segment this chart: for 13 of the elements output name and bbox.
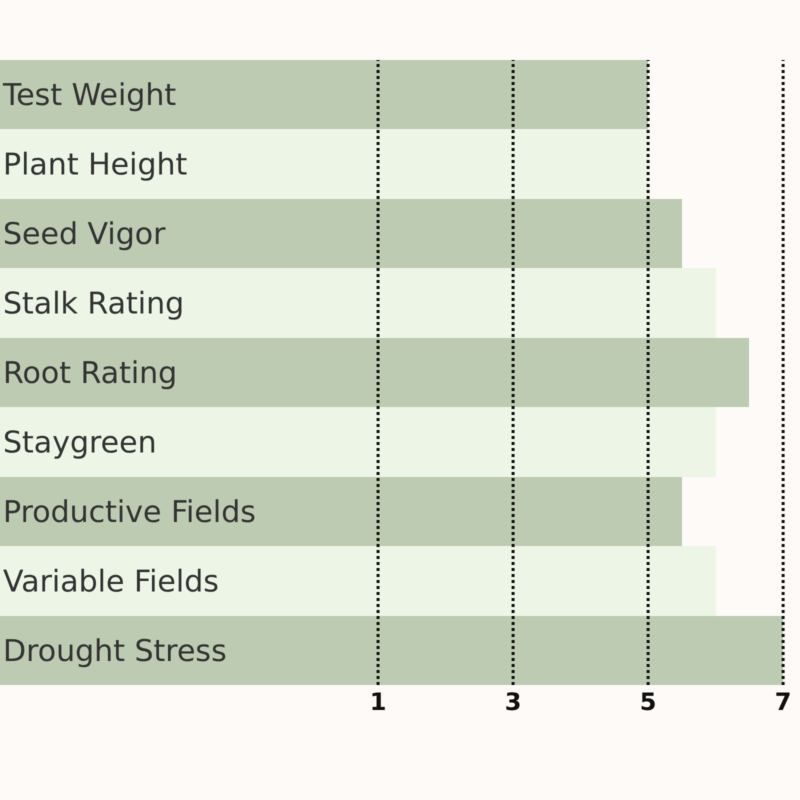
y-tick-label: Plant Height bbox=[3, 148, 188, 183]
y-tick-label: Stalk Rating bbox=[3, 286, 184, 322]
y-tick-label: Test Weight bbox=[2, 78, 176, 114]
y-tick-label: Root Rating bbox=[3, 356, 178, 391]
y-tick-label: Seed Vigor bbox=[3, 217, 166, 252]
x-tick-label: 5 bbox=[640, 688, 656, 716]
x-tick-label: 3 bbox=[504, 688, 522, 716]
y-tick-label: Staygreen bbox=[3, 425, 157, 460]
y-tick-label: Variable Fields bbox=[3, 564, 219, 600]
y-tick-label: Productive Fields bbox=[3, 494, 256, 530]
x-tick-label: 7 bbox=[774, 688, 792, 716]
x-tick-label: 1 bbox=[370, 688, 386, 716]
y-tick-label: Drought Stress bbox=[3, 634, 227, 669]
